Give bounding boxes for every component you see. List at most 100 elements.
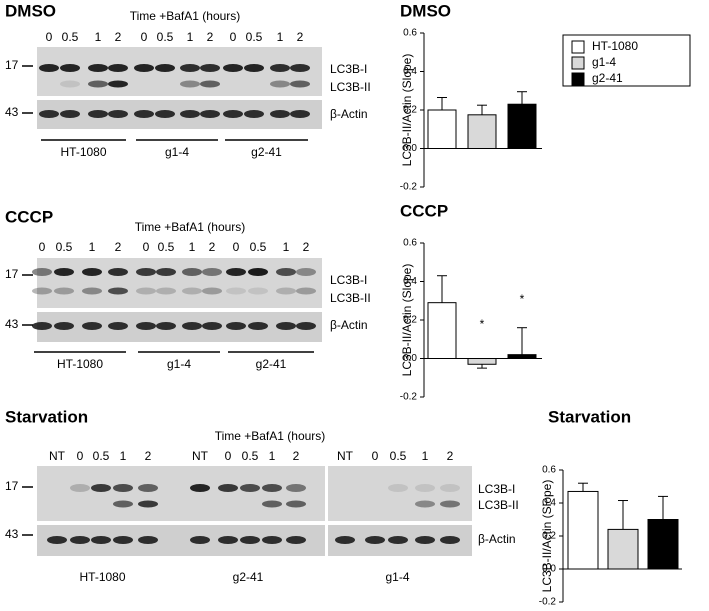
band-actin <box>82 322 102 330</box>
lane-label: 2 <box>115 30 122 44</box>
band-actin <box>244 110 264 118</box>
time-label: Time +BafA1 (hours) <box>215 429 326 443</box>
band-lc3b-ii <box>290 80 310 88</box>
band-label: LC3B-II <box>478 498 519 512</box>
group-label: HT-1080 <box>60 145 106 159</box>
bar <box>607 528 639 570</box>
bar <box>427 109 457 149</box>
y-tick-label: 0.4 <box>403 66 417 77</box>
lane-label: 0.5 <box>93 449 110 463</box>
band-lc3b-i <box>226 268 246 276</box>
band-actin <box>70 536 90 544</box>
y-tick-label: 0.6 <box>542 465 556 476</box>
lane-label: 0 <box>233 240 240 254</box>
band-lc3b-ii <box>296 287 316 295</box>
lane-label: 0 <box>46 30 53 44</box>
mw-marker: 43 <box>5 317 19 331</box>
lane-label: 1 <box>187 30 194 44</box>
band-lc3b-i <box>202 268 222 276</box>
band-lc3b-i <box>296 268 316 276</box>
band-lc3b-ii <box>440 500 460 508</box>
band-lc3b-ii <box>415 500 435 508</box>
legend-swatch <box>571 56 585 70</box>
lane-label: 0 <box>372 449 379 463</box>
band-lc3b-ii <box>136 287 156 295</box>
y-tick-label: 0.4 <box>403 276 417 287</box>
y-tick-label: 0.2 <box>403 105 417 116</box>
lane-label: 0.5 <box>158 240 175 254</box>
lane-label: 2 <box>115 240 122 254</box>
lane-label: 0 <box>77 449 84 463</box>
lc3b-membrane <box>37 47 322 96</box>
lane-label: 2 <box>207 30 214 44</box>
band-lc3b-ii <box>88 80 108 88</box>
group-label: g1-4 <box>165 145 189 159</box>
band-lc3b-i <box>182 268 202 276</box>
blot-title: DMSO <box>5 1 56 20</box>
band-lc3b-i <box>276 268 296 276</box>
group-label: g2-41 <box>233 570 264 584</box>
band-actin <box>286 536 306 544</box>
band-lc3b-i <box>138 484 158 492</box>
lane-label: 0.5 <box>242 449 259 463</box>
band-label: LC3B-II <box>330 291 371 305</box>
y-tick-label: 0.6 <box>403 28 417 39</box>
lane-label: 2 <box>297 30 304 44</box>
lane-label: 0.5 <box>390 449 407 463</box>
bar <box>467 358 497 365</box>
mw-marker: 43 <box>5 527 19 541</box>
band-lc3b-i <box>240 484 260 492</box>
mw-marker: 17 <box>5 267 19 281</box>
band-lc3b-i <box>290 64 310 72</box>
band-actin <box>218 536 238 544</box>
band-label: β-Actin <box>330 318 368 332</box>
group-label: g1-4 <box>385 570 409 584</box>
band-actin <box>226 322 246 330</box>
band-label: LC3B-I <box>330 273 367 287</box>
mw-marker: 17 <box>5 479 19 493</box>
lane-label: 0.5 <box>246 30 263 44</box>
band-lc3b-i <box>108 64 128 72</box>
band-actin <box>54 322 74 330</box>
band-lc3b-ii <box>262 500 282 508</box>
band-lc3b-ii <box>182 287 202 295</box>
band-actin <box>276 322 296 330</box>
band-lc3b-i <box>60 64 80 72</box>
band-actin <box>156 322 176 330</box>
band-lc3b-ii <box>248 287 268 295</box>
band-lc3b-ii <box>108 80 128 88</box>
band-lc3b-ii <box>32 287 52 295</box>
lane-label: 1 <box>89 240 96 254</box>
band-lc3b-ii <box>200 80 220 88</box>
band-lc3b-i <box>108 268 128 276</box>
lane-label: NT <box>192 449 209 463</box>
lane-label: 1 <box>189 240 196 254</box>
bar <box>467 114 497 149</box>
band-lc3b-ii <box>82 287 102 295</box>
legend-label: HT-1080 <box>592 39 638 53</box>
band-lc3b-ii <box>270 80 290 88</box>
lane-label: 1 <box>120 449 127 463</box>
band-lc3b-i <box>262 484 282 492</box>
blot-title: CCCP <box>5 207 53 226</box>
lane-label: 0.5 <box>62 30 79 44</box>
lane-label: 2 <box>145 449 152 463</box>
band-actin <box>248 322 268 330</box>
band-actin <box>223 110 243 118</box>
band-actin <box>240 536 260 544</box>
significance-star: * <box>480 317 485 331</box>
band-lc3b-i <box>223 64 243 72</box>
lane-label: 0.5 <box>56 240 73 254</box>
significance-star: * <box>520 292 525 306</box>
band-lc3b-i <box>440 484 460 492</box>
y-tick-label: 0.6 <box>403 238 417 249</box>
group-label: g2-41 <box>251 145 282 159</box>
lane-label: 0 <box>141 30 148 44</box>
mw-marker: 17 <box>5 58 19 72</box>
y-tick-label: 0.2 <box>542 531 556 542</box>
lane-label: 0 <box>230 30 237 44</box>
y-tick-label: 0.0 <box>403 143 417 154</box>
y-axis-label: LC3B-II/Actin (Slope) <box>540 480 554 593</box>
